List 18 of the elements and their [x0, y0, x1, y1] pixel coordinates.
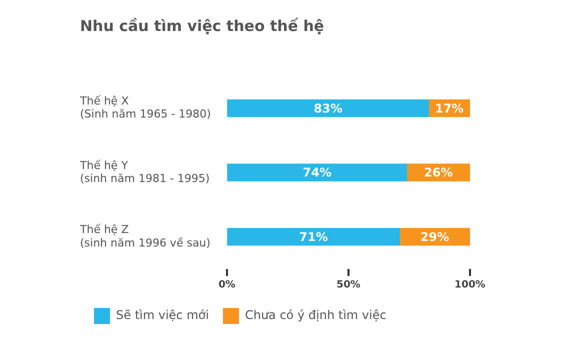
data-label: 17%	[434, 101, 464, 116]
x-tick-label: 100%	[454, 280, 486, 291]
chart-title: Nhu cầu tìm việc theo thế hệ	[80, 16, 324, 35]
y-tick-label: Thế hệ Y (sinh năm 1981 - 1995)	[79, 158, 210, 185]
bar	[227, 228, 400, 246]
bar	[227, 164, 408, 182]
x-tick-label: 50%	[336, 280, 360, 291]
data-label: 29%	[420, 230, 450, 244]
data-label: 26%	[424, 166, 453, 180]
legend-label: Sẽ tìm việc mới	[116, 308, 209, 322]
data-label: 74%	[302, 166, 332, 180]
y-tick-label: Thế hệ X (Sinh năm 1965 - 1980)	[79, 94, 211, 121]
bar	[227, 99, 430, 117]
data-label: 71%	[299, 230, 328, 244]
y-tick-label: Thế hệ Z (sinh năm 1996 về sau)	[79, 223, 210, 250]
legend-label: Chưa có ý định tìm việc	[244, 308, 386, 322]
data-label: 83%	[314, 101, 342, 116]
x-tick-label: 0%	[218, 280, 236, 291]
